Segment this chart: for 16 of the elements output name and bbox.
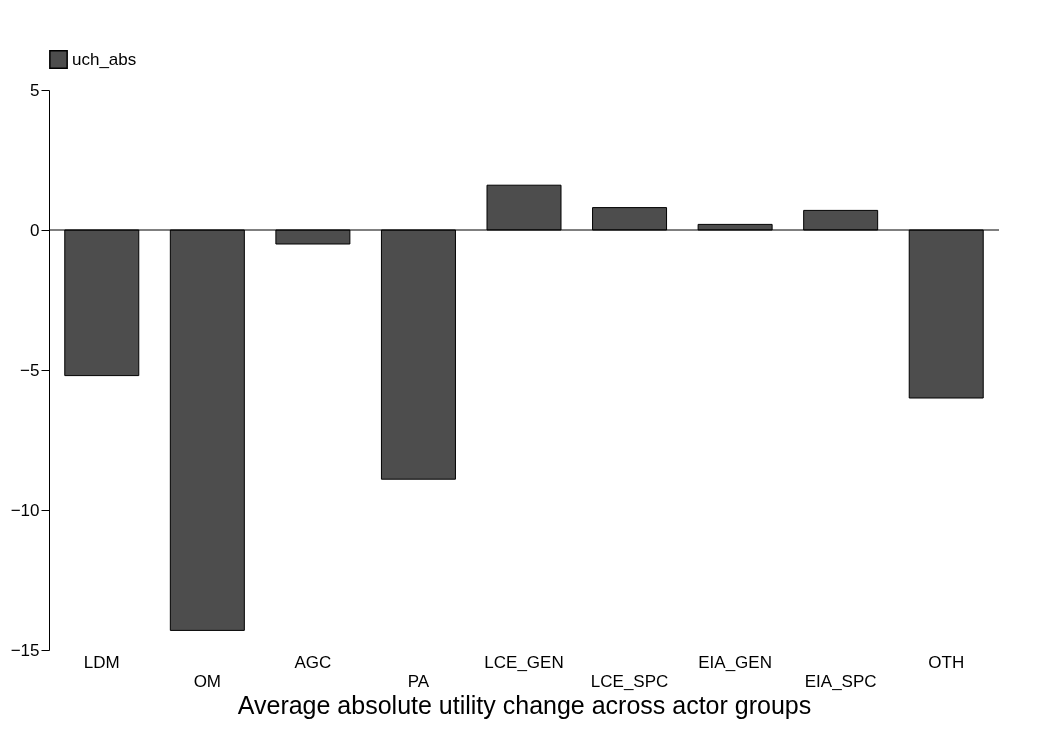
x-tick-label: LCE_SPC: [590, 671, 669, 691]
x-tick-label: OM: [193, 671, 222, 691]
y-tick-label: 5: [30, 80, 40, 100]
x-tick-label: OTH: [928, 652, 965, 672]
x-tick-label: EIA_SPC: [804, 671, 877, 691]
x-tick-label: AGC: [294, 652, 332, 672]
x-axis-title: Average absolute utility change across actor groups: [237, 690, 812, 719]
legend-label: uch_abs: [72, 49, 137, 69]
x-tick-label: LDM: [83, 652, 120, 672]
x-tick-label: PA: [407, 671, 430, 691]
x-tick-label: EIA_GEN: [698, 652, 772, 672]
y-tick-label: −5: [20, 360, 40, 380]
y-tick-label: −15: [10, 640, 40, 660]
y-tick-label: 0: [30, 220, 40, 240]
x-tick-label: LCE_GEN: [484, 652, 564, 672]
y-tick-label: −10: [10, 500, 40, 520]
